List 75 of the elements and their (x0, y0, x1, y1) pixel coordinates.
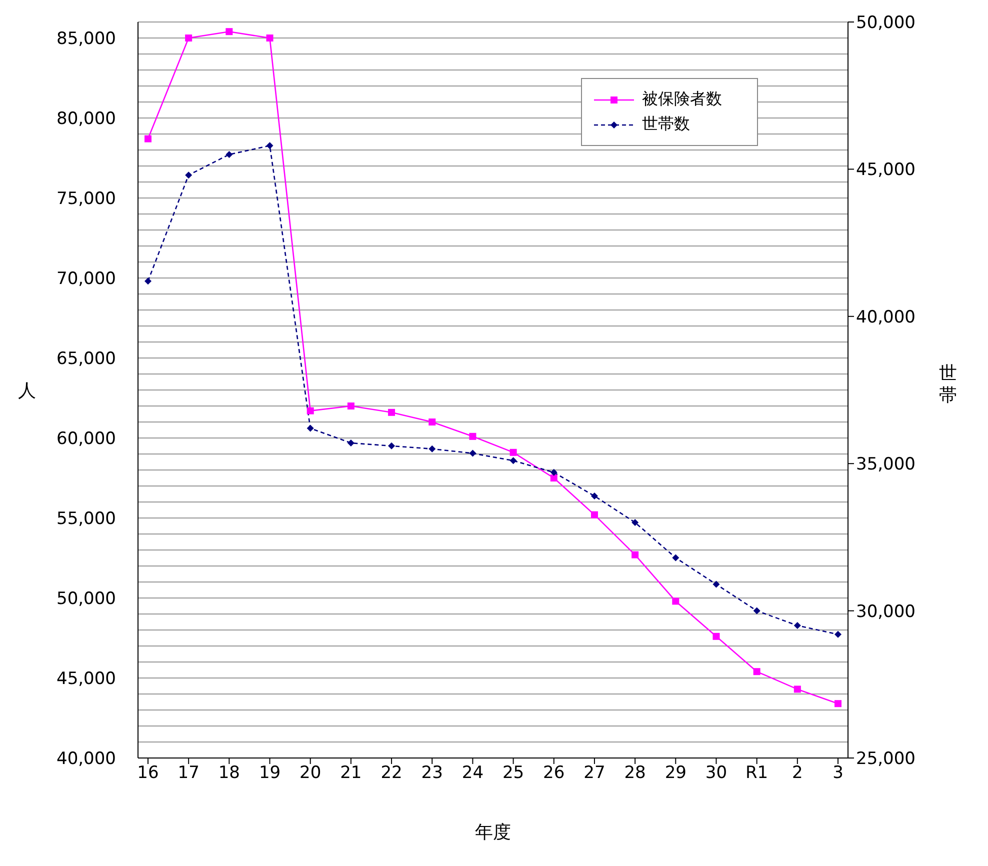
point (712, 632, 720, 640)
y-tick-label: 85,000 (56, 29, 116, 50)
x-tick-label: 25 (502, 763, 524, 784)
point (306, 407, 314, 414)
point (306, 424, 314, 432)
point (834, 630, 842, 638)
x-tick-label: 26 (543, 763, 565, 784)
x-tick-label: 2 (792, 763, 803, 784)
point (672, 598, 680, 605)
x-tick-label: 30 (705, 763, 728, 784)
y2-tick-label: 50,000 (856, 13, 916, 34)
point (388, 442, 396, 450)
point (753, 607, 760, 614)
point (712, 580, 720, 588)
y2-tick-label: 40,000 (856, 307, 916, 328)
x-tick-label: 27 (584, 763, 606, 784)
x-tick-label: 19 (258, 763, 281, 784)
point (550, 468, 558, 476)
x-tick-label: 21 (340, 763, 362, 784)
x-tick-label: 17 (178, 763, 200, 784)
y-tick-label: 60,000 (56, 429, 116, 450)
point (347, 439, 354, 446)
point (672, 554, 680, 562)
y2-tick-label: 35,000 (856, 454, 916, 475)
point (753, 668, 760, 676)
x-tick-label: 24 (462, 763, 484, 784)
y-tick-label: 70,000 (56, 269, 116, 290)
x-tick-label: 16 (137, 763, 159, 784)
point (794, 622, 801, 630)
y-tick-label: 45,000 (56, 669, 116, 690)
x-tick-label: 28 (624, 763, 646, 784)
y2-tick-label: 25,000 (856, 749, 916, 770)
x-tick-label: R1 (746, 763, 768, 784)
point (632, 551, 639, 558)
point (632, 518, 639, 526)
point (550, 474, 558, 482)
point (590, 492, 598, 500)
point (266, 34, 274, 42)
point (144, 135, 152, 142)
x-tick-label: 23 (421, 763, 443, 784)
point (185, 172, 192, 179)
point (226, 28, 233, 36)
point (469, 450, 476, 457)
point (226, 150, 233, 158)
x-tick-label: 3 (832, 763, 844, 784)
point (428, 445, 436, 452)
point (510, 448, 517, 456)
y-axis-title: 人 (18, 380, 36, 402)
x-tick-label: 29 (664, 763, 686, 784)
point (590, 511, 598, 518)
y2-tick-label: 45,000 (856, 160, 916, 180)
point (388, 408, 396, 416)
y-tick-label: 75,000 (56, 189, 116, 210)
y-tick-label: 55,000 (56, 509, 116, 530)
y2-tick-label: 30,000 (856, 602, 916, 622)
y-tick-label: 40,000 (56, 749, 116, 770)
legend-label: 世帯数 (642, 114, 690, 135)
y-tick-label: 50,000 (56, 589, 116, 610)
point (347, 402, 354, 410)
point (144, 278, 152, 285)
x-tick-label: 22 (380, 763, 402, 784)
y-tick-label: 80,000 (56, 109, 116, 130)
x-tick-label: 20 (300, 763, 322, 784)
point (428, 418, 436, 426)
x-axis-title: 年度 (475, 822, 511, 843)
point (469, 432, 476, 440)
point (185, 34, 192, 42)
point (834, 700, 842, 708)
point (794, 686, 801, 693)
point (266, 142, 274, 150)
legend-label: 被保険者数 (642, 89, 722, 110)
y2-axis-title: 世帯 (939, 363, 957, 406)
x-tick-label: 18 (218, 763, 240, 784)
point (510, 457, 517, 464)
y-tick-label: 65,000 (56, 349, 116, 370)
